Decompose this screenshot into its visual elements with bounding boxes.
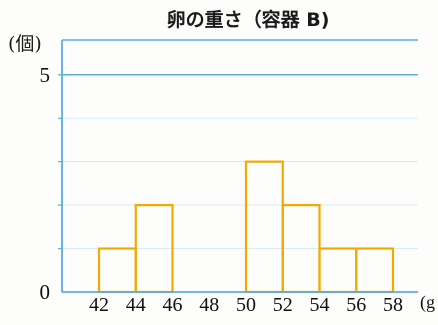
histogram-bar bbox=[97, 247, 137, 294]
axes bbox=[58, 40, 418, 293]
x-tick-label: 48 bbox=[199, 294, 219, 316]
histogram-bars bbox=[97, 160, 395, 294]
chart-title: 卵の重さ（容器 B) bbox=[167, 8, 330, 31]
grid-lines bbox=[62, 39, 418, 249]
x-tick-label: 56 bbox=[346, 294, 366, 316]
y-tick-label: 0 bbox=[40, 280, 51, 304]
x-tick-label: 54 bbox=[310, 294, 330, 316]
x-tick-label: 42 bbox=[89, 294, 109, 316]
x-tick-label: 44 bbox=[126, 294, 146, 316]
x-tick-label: 58 bbox=[383, 294, 403, 316]
y-tick-label: 5 bbox=[40, 63, 51, 87]
chart-labels: 卵の重さ（容器 B) (個) (g 42 44 46 48 50 52 54 56 58 0 5 bbox=[8, 8, 435, 316]
histogram-bar bbox=[355, 247, 395, 294]
histogram-bar bbox=[244, 160, 284, 294]
x-tick-label: 50 bbox=[236, 294, 256, 316]
x-axis-unit: (g bbox=[420, 292, 435, 313]
histogram-bar bbox=[318, 247, 358, 294]
x-tick-label: 52 bbox=[273, 294, 293, 316]
y-axis-label: (個) bbox=[8, 33, 42, 55]
x-tick-label: 46 bbox=[163, 294, 183, 316]
